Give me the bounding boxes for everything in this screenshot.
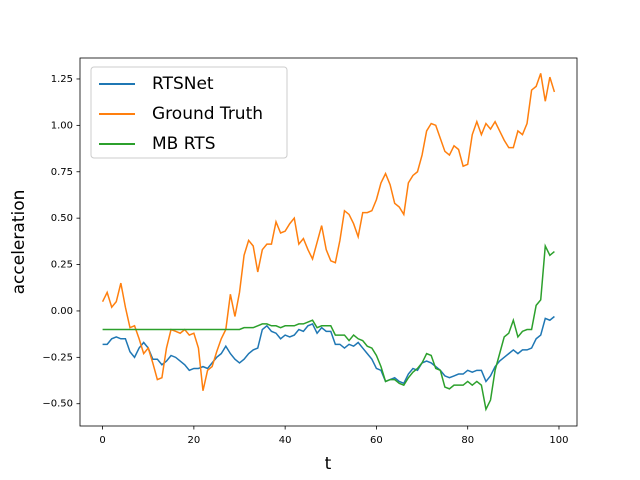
x-tick-label: 100: [549, 435, 568, 446]
y-tick-label: 1.00: [51, 120, 73, 131]
y-tick-label: 0.25: [51, 260, 73, 271]
x-tick-label: 40: [279, 435, 292, 446]
legend-label: MB RTS: [152, 134, 215, 154]
axes-frame: [79, 57, 578, 427]
x-tick-label: 0: [99, 435, 105, 446]
y-tick-label: 0.00: [51, 306, 73, 317]
legend-box: [90, 66, 288, 159]
legend-label: Ground Truth: [152, 104, 263, 124]
y-tick-label: −0.50: [42, 399, 73, 410]
x-tick-label: 60: [370, 435, 383, 446]
y-tick-label: 1.25: [51, 74, 73, 85]
x-tick-label: 20: [188, 435, 201, 446]
line-series: [102, 243, 555, 412]
x-tick-label: 80: [461, 435, 474, 446]
line-series: [101, 73, 556, 391]
line-series: [102, 315, 555, 385]
y-tick-label: 0.75: [51, 167, 73, 178]
y-axis-label: acceleration: [9, 190, 29, 295]
y-tick-label: 0.50: [51, 213, 73, 224]
legend-label: RTSNet: [152, 74, 214, 94]
y-tick-label: −0.25: [42, 352, 73, 363]
x-axis-label: t: [325, 454, 332, 474]
